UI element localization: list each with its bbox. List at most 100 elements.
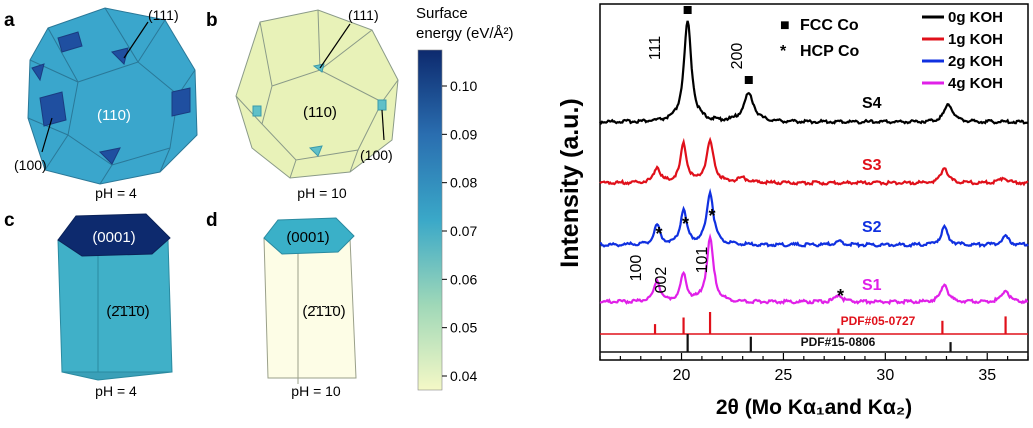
facet-label-110-b: (110) [303,104,337,121]
legend-marker-symbol: * [780,43,787,60]
xrd-curve-s1 [599,233,1029,306]
edge [137,19,166,63]
sample-label-s2: S2 [862,219,882,236]
hcp-peak-marker: * [682,214,689,234]
prism-d-top [263,217,355,255]
polyhedron-a [27,7,198,185]
colorbar-tick-label: 0.04 [450,368,477,384]
edge [317,9,321,71]
edge [289,159,297,179]
leader-111-a [123,21,149,59]
legend-series-label: 2g KOH [948,53,1003,70]
peak-labels: 111 200 100 002 101 [628,36,746,294]
xrd-curve-s4 [599,20,1029,126]
facet-label-100-a: (100) [14,157,47,173]
legend: ■ FCC Co * HCP Co 0g KOH 1g KOH 2g KOH 4g KOH [780,9,1003,92]
panel-a-letter: a [4,10,15,31]
panel-c: c (0001) (2̄1̄1̄0) pH = 4 [4,210,173,399]
ref-pattern-label: PDF#15-0806 [801,335,876,349]
colorbar-title-line1: Surface [416,5,468,22]
facet-100-a-left [39,91,67,127]
sample-label-s4: S4 [862,95,882,112]
xrd-series-group: S4 S3 S2 S1 * * * * [599,6,1029,306]
sample-label-s1: S1 [862,277,882,294]
facet-label-111-a: (111) [148,7,179,23]
hcp-peak-marker: * [656,224,663,244]
x-tick-label: 20 [673,367,691,384]
hcp-peak-marker: * [837,286,844,306]
peak-label-111: 111 [647,36,664,60]
xrd-curve-s2 [599,187,1029,249]
edge [381,79,399,103]
x-tick-label: 35 [978,367,996,384]
xrd-chart: Intensity (a.u.) S4 S3 S2 S1 * * * * PDF#05-072… [556,3,1029,419]
edge [29,59,79,83]
facet-label-side-d: (2̄1̄1̄0) [302,303,345,320]
edge [27,117,69,136]
colorbar: Surface energy (eV/Å²) 0.100.090.080.070… [416,5,514,391]
prism-c-top [57,213,171,257]
colorbar-tick-label: 0.10 [450,78,477,94]
facet-label-0001-c: (0001) [92,229,135,246]
facet-label-110-a: (110) [97,107,131,124]
colorbar-tick-label: 0.08 [450,175,477,191]
panel-b-letter: b [206,10,218,31]
panel-d: d (0001) (2̄1̄1̄0) pH = 10 [206,210,357,399]
colorbar-tick-label: 0.06 [450,271,477,287]
colorbar-tick-label: 0.05 [450,320,477,336]
legend-marker-label: FCC Co [800,17,859,34]
sample-label-s3: S3 [862,157,882,174]
ph-label-a: pH = 4 [95,185,137,201]
peak-label-200: 200 [729,43,746,70]
panel-c-letter: c [4,210,15,231]
y-axis-label: Intensity (a.u.) [556,98,584,267]
facet-label-111-b: (111) [348,7,379,23]
ph-label-d: pH = 10 [291,383,341,399]
facet-100-b-right [377,99,387,111]
colorbar-ticks: 0.10 0.09 0.08 0.07 0.06 0.05 0.04 [442,78,477,384]
edge [99,164,113,185]
legend-series-label: 0g KOH [948,9,1003,26]
facet-111-b-2 [308,145,323,157]
edge [349,149,359,173]
leader-111-b [319,23,351,69]
fcc-peak-marker [683,6,692,14]
leader-100-b [381,109,385,141]
facet-100-a-top [57,31,83,53]
polyhedron-b [235,9,399,179]
facet-100-a-right [171,87,191,117]
xrd-curve-s3 [599,136,1029,187]
peak-label-101: 101 [694,247,711,274]
x-tick-label: 30 [876,367,894,384]
x-axis-label: 2θ (Mo Kα₁and Kα₂) [716,396,912,419]
panel-b: b (110) (111) (100) pH = 10 [206,7,399,201]
facet-111-a-3 [31,63,45,82]
reference-patterns: PDF#05-0727 PDF#15-0806 [600,312,1028,353]
legend-series-label: 4g KOH [948,75,1003,92]
edge [259,21,273,87]
edge [44,134,69,171]
legend-series-label: 1g KOH [948,31,1003,48]
facet-label-side-c: (2̄1̄1̄0) [106,303,149,320]
ph-label-b: pH = 10 [297,185,347,201]
ref-pattern-label: PDF#05-0727 [841,314,916,328]
panel-d-letter: d [206,210,218,231]
peak-label-100: 100 [628,255,645,282]
leader-100-a [41,117,53,153]
hcp-peak-marker: * [709,206,716,226]
edge [235,95,263,125]
panel-a: a (110) (111) (100) pH = 4 [4,7,198,201]
colorbar-gradient [417,49,443,391]
fcc-peak-marker [744,76,753,84]
facet-100-b-left [252,105,262,117]
facet-label-100-b: (100) [360,147,393,163]
facet-111-a-2 [98,147,121,165]
edge [47,27,79,83]
ph-label-c: pH = 4 [95,383,137,399]
facet-label-0001-d: (0001) [286,229,329,246]
colorbar-tick-label: 0.07 [450,223,477,239]
legend-marker-symbol: ■ [780,17,790,34]
edge [104,7,139,63]
peak-label-002: 002 [653,267,670,294]
